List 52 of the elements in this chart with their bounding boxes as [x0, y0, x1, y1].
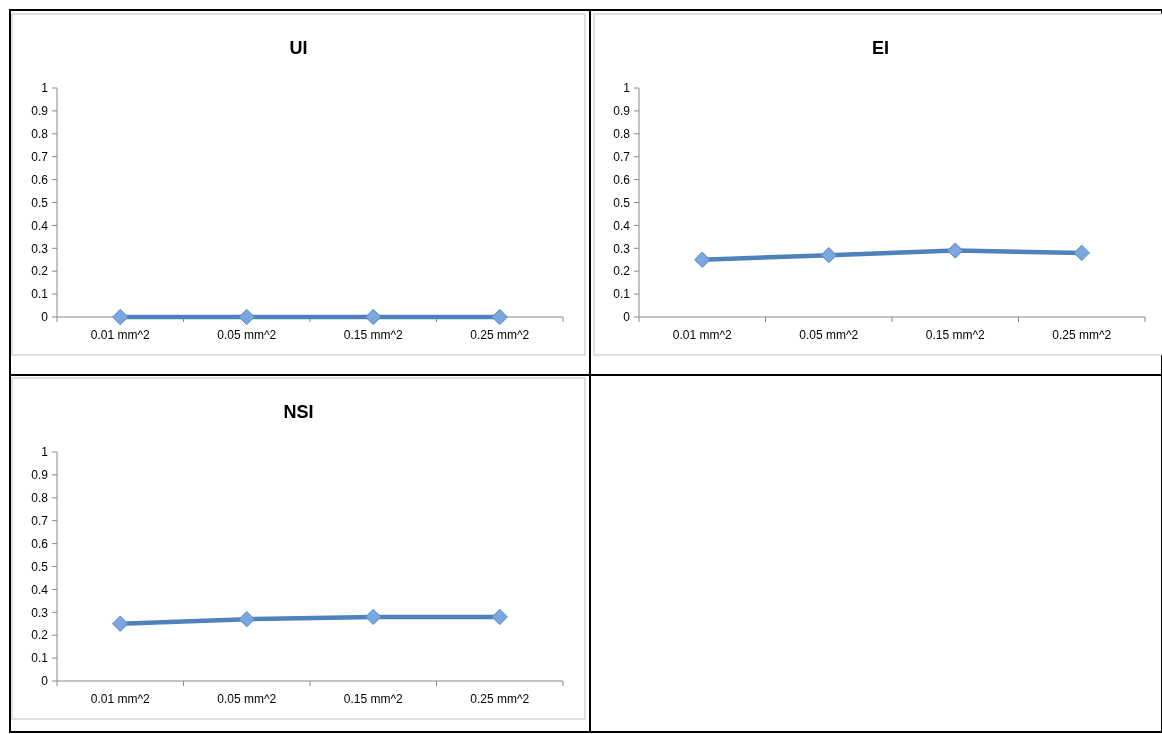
chart-title: NSI	[283, 402, 314, 422]
point	[1073, 244, 1090, 262]
y-tick-label: 0.8	[31, 127, 49, 141]
y-tick-label: 0.2	[31, 628, 49, 643]
x-tick-label: 0.01 mm^2	[672, 328, 733, 342]
x-tick-label: 0.15 mm^2	[343, 692, 404, 706]
y-tick-label: 0.3	[31, 605, 49, 620]
x-tick-label: 0.15 mm^2	[925, 328, 986, 342]
y-tick-label: 0.8	[31, 491, 49, 505]
y-tick-label: 0.6	[31, 172, 49, 187]
point	[694, 251, 711, 268]
y-tick-label: 0.8	[613, 127, 631, 141]
y-tick-label: 0.2	[613, 264, 631, 279]
point	[820, 247, 837, 264]
y-tick-label: 0	[41, 310, 49, 325]
y-tick-label: 0.6	[31, 536, 49, 551]
x-tick-label: 0.05 mm^2	[799, 328, 859, 342]
y-tick-label: 0.6	[613, 172, 631, 187]
y-tick-label: 1	[41, 445, 49, 460]
y-tick-label: 1	[623, 81, 631, 96]
y-tick-label: 1	[41, 81, 49, 96]
y-tick-label: 0.9	[31, 104, 49, 119]
y-tick-label: 0.5	[31, 195, 49, 210]
y-tick-label: 0.1	[613, 287, 631, 302]
y-tick-label: 0.4	[613, 218, 631, 233]
x-tick-label: 0.01 mm^2	[90, 692, 151, 706]
y-tick-label: 0.2	[31, 264, 49, 279]
x-tick-label: 0.25 mm^2	[470, 328, 530, 342]
y-tick-label: 0.5	[613, 195, 631, 210]
y-tick-label: 0.3	[613, 241, 631, 256]
y-tick-label: 0.1	[31, 287, 49, 302]
x-tick-label: 0.15 mm^2	[343, 328, 404, 342]
y-tick-label: 0	[41, 674, 49, 689]
y-tick-label: 0.3	[31, 241, 49, 256]
x-tick-label: 0.01 mm^2	[90, 328, 151, 342]
y-tick-label: 0.7	[31, 513, 49, 528]
y-tick-label: 0.7	[613, 149, 631, 164]
y-tick-label: 0.7	[31, 149, 49, 164]
y-tick-label: 0.4	[31, 582, 49, 597]
x-tick-label: 0.25 mm^2	[1052, 328, 1112, 342]
y-tick-label: 0.5	[31, 559, 49, 574]
y-tick-label: 0.4	[31, 218, 49, 233]
y-tick-label: 0	[623, 310, 631, 325]
chart-title: EI	[871, 38, 890, 58]
y-tick-label: 0.1	[31, 651, 49, 666]
x-tick-label: 0.05 mm^2	[217, 692, 277, 706]
x-tick-label: 0.05 mm^2	[217, 328, 277, 342]
x-tick-label: 0.25 mm^2	[470, 692, 530, 706]
y-tick-label: 0.9	[613, 104, 631, 119]
chart-title: UI	[289, 38, 308, 58]
y-tick-label: 0.9	[31, 468, 49, 483]
point	[947, 242, 964, 259]
